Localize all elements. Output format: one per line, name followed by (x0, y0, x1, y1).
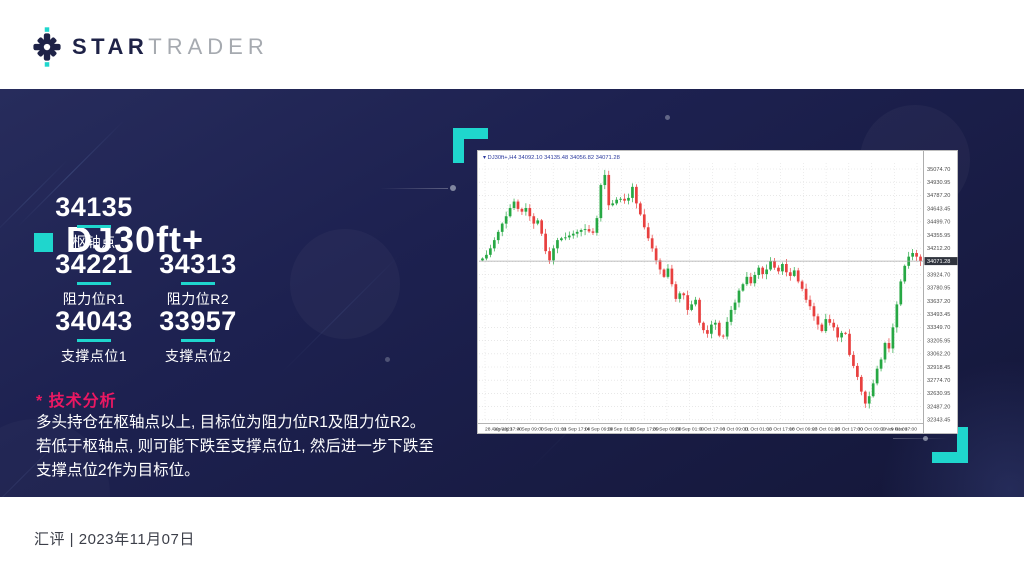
decorative-dot (450, 185, 456, 191)
pivot-value: 34135 (55, 192, 133, 222)
level-pivot: 34135 枢轴点 (36, 194, 152, 252)
svg-text:30 Aug 17:00: 30 Aug 17:00 (493, 427, 522, 433)
decorative-circle (290, 229, 400, 339)
svg-text:34355.95: 34355.95 (927, 233, 950, 239)
svg-text:19 Sep 01:00: 19 Sep 01:00 (607, 427, 636, 433)
level-s2: 33957 支撑点位2 (140, 308, 256, 366)
svg-text:33062.20: 33062.20 (927, 352, 950, 358)
svg-text:4 Sep 09:00: 4 Sep 09:00 (517, 427, 544, 433)
svg-text:33637.20: 33637.20 (927, 299, 950, 305)
svg-text:32343.45: 32343.45 (927, 418, 950, 424)
svg-text:11 Oct 01:00: 11 Oct 01:00 (744, 427, 772, 433)
svg-text:34643.45: 34643.45 (927, 206, 950, 212)
s1-underline (77, 339, 111, 342)
level-s1: 34043 支撑点位1 (36, 308, 152, 366)
decorative-streak (280, 253, 401, 375)
decorative-line (380, 188, 448, 189)
svg-text:35074.70: 35074.70 (927, 167, 950, 173)
footer-text: 汇评 | 2023年11月07日 (34, 531, 195, 548)
decorative-dot (385, 357, 390, 362)
svg-text:23 Oct 01:00: 23 Oct 01:00 (812, 427, 840, 433)
svg-text:33780.95: 33780.95 (927, 286, 950, 292)
pivot-underline (77, 225, 111, 228)
candlestick-chart-svg: 35074.70 34930.95 34787.20 34643.45 34499.70… (477, 150, 958, 434)
s2-underline (181, 339, 215, 342)
decorative-dot (665, 115, 670, 120)
svg-text:30 Oct 09:00: 30 Oct 09:00 (857, 427, 885, 433)
svg-text:32774.70: 32774.70 (927, 378, 950, 384)
logo-star-text: STAR (72, 34, 149, 59)
star-logo-icon (33, 27, 61, 67)
svg-text:6 Oct 09:00: 6 Oct 09:00 (722, 427, 748, 433)
corner-bracket-top-left (453, 128, 488, 163)
svg-text:25 Oct 17:00: 25 Oct 17:00 (835, 427, 863, 433)
s2-value: 33957 (159, 306, 237, 336)
r1-underline (77, 282, 111, 285)
svg-text:29 Sep 01:00: 29 Sep 01:00 (675, 427, 704, 433)
header-bar: STARTRADER (0, 0, 1024, 89)
price-chart: 35074.70 34930.95 34787.20 34643.45 34499.70… (477, 150, 958, 434)
svg-text:26 Sep 09:00: 26 Sep 09:00 (652, 427, 681, 433)
corner-bracket-bottom-right (932, 427, 968, 463)
s2-label: 支撑点位2 (164, 348, 232, 364)
svg-text:21 Sep 17:00: 21 Sep 17:00 (630, 427, 659, 433)
svg-text:▾ DJ30ft+,H4 34092.10 34135.48: ▾ DJ30ft+,H4 34092.10 34135.48 34056.82 … (483, 155, 620, 161)
svg-text:32487.20: 32487.20 (927, 404, 950, 410)
level-r1: 34221 阻力位R1 (36, 251, 152, 309)
decorative-dot (923, 436, 928, 441)
svg-text:34787.20: 34787.20 (927, 193, 950, 199)
svg-text:33924.70: 33924.70 (927, 272, 950, 278)
svg-text:2 Nov 01:00: 2 Nov 01:00 (881, 427, 908, 433)
svg-text:3 Oct 17:00: 3 Oct 17:00 (700, 427, 726, 433)
svg-text:33205.95: 33205.95 (927, 338, 950, 344)
svg-text:11 Sep 17:00: 11 Sep 17:00 (562, 427, 591, 433)
title-bullet-square (34, 232, 53, 252)
level-r2: 34313 阻力位R2 (140, 251, 256, 309)
analysis-line-1: 多头持仓在枢轴点以上, 目标位为阻力位R1及阻力位R2。 (36, 414, 426, 431)
svg-text:34212.20: 34212.20 (927, 246, 950, 252)
analysis-body: 多头持仓在枢轴点以上, 目标位为阻力位R1及阻力位R2。 若低于枢轴点, 则可能… (36, 411, 436, 483)
svg-text:13 Oct 17:00: 13 Oct 17:00 (767, 427, 795, 433)
svg-text:14 Sep 09:00: 14 Sep 09:00 (584, 427, 613, 433)
svg-text:33493.45: 33493.45 (927, 312, 950, 318)
logo-trader-text: TRADER (148, 34, 269, 59)
r2-label: 阻力位R2 (166, 291, 230, 307)
s1-label: 支撑点位1 (60, 348, 128, 364)
analysis-line-2: 若低于枢轴点, 则可能下跌至支撑点位1, 然后进一步下跌至 (36, 438, 434, 456)
content-panel: DJ30ft+ 34135 枢轴点 34221 阻力位R1 34313 阻力位R… (0, 89, 1024, 497)
svg-text:6 Nov 17:00: 6 Nov 17:00 (891, 427, 918, 433)
s1-value: 34043 (55, 306, 133, 336)
r1-label: 阻力位R1 (62, 291, 126, 307)
logo-wordmark: STARTRADER (72, 34, 269, 60)
svg-text:28 Aug 2023: 28 Aug 2023 (485, 427, 513, 433)
svg-text:7 Sep 01:00: 7 Sep 01:00 (540, 427, 567, 433)
pivot-label: 枢轴点 (72, 234, 116, 250)
svg-text:32630.95: 32630.95 (927, 391, 950, 397)
title-row: DJ30ft+ (34, 219, 204, 261)
analysis-heading: * 技术分析 (36, 393, 117, 410)
svg-text:33349.70: 33349.70 (927, 325, 950, 331)
startrader-logo: STARTRADER (32, 26, 269, 68)
svg-text:34930.95: 34930.95 (927, 180, 950, 186)
svg-text:34071.28: 34071.28 (927, 259, 950, 265)
analysis-line-3: 支撑点位2作为目标位。 (36, 462, 200, 480)
svg-text:32918.45: 32918.45 (927, 365, 950, 371)
footer-bar: 汇评 | 2023年11月07日 (0, 497, 1024, 576)
r2-value: 34313 (159, 249, 237, 279)
r2-underline (181, 282, 215, 285)
svg-text:34499.70: 34499.70 (927, 220, 950, 226)
svg-text:18 Oct 09:00: 18 Oct 09:00 (789, 427, 817, 433)
r1-value: 34221 (55, 249, 133, 279)
